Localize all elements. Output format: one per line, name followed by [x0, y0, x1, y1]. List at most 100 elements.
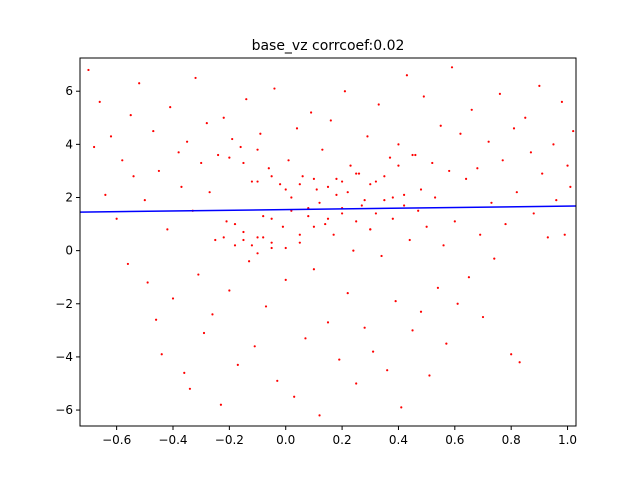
- data-point: [383, 199, 386, 202]
- data-point: [402, 204, 406, 207]
- data-point: [281, 225, 285, 228]
- data-point: [504, 222, 507, 226]
- data-point: [481, 315, 485, 319]
- data-point: [219, 403, 223, 406]
- data-point: [211, 313, 214, 316]
- data-point: [278, 183, 282, 186]
- data-point: [524, 116, 527, 119]
- y-tick-label: 0: [65, 244, 73, 258]
- data-point: [563, 233, 566, 236]
- data-point: [422, 95, 425, 98]
- data-point: [169, 106, 172, 109]
- data-point: [397, 164, 400, 167]
- data-point: [270, 175, 273, 178]
- data-point: [262, 236, 265, 239]
- data-point: [143, 199, 146, 202]
- data-point: [411, 329, 414, 332]
- data-point: [200, 161, 203, 165]
- data-point: [202, 331, 206, 335]
- data-point: [242, 161, 245, 165]
- data-point: [270, 241, 273, 244]
- data-point: [98, 100, 101, 103]
- data-point: [250, 180, 254, 183]
- data-point: [374, 212, 378, 215]
- data-point: [293, 395, 296, 398]
- data-point: [498, 92, 502, 95]
- data-point: [284, 278, 287, 281]
- data-point: [253, 345, 256, 348]
- data-point: [295, 127, 299, 130]
- data-point: [360, 204, 363, 207]
- data-point: [402, 193, 406, 196]
- data-point: [290, 196, 293, 199]
- y-axis: −6 −4 −2 0 2 4 6: [55, 84, 80, 417]
- data-point: [352, 249, 355, 252]
- data-point: [307, 214, 310, 218]
- data-point: [276, 379, 279, 382]
- data-point: [428, 374, 431, 377]
- data-point: [298, 183, 301, 186]
- data-point: [312, 177, 316, 180]
- x-tick-label: 0.2: [333, 433, 352, 447]
- data-point: [262, 214, 265, 218]
- data-point: [245, 98, 248, 101]
- data-point: [132, 175, 135, 178]
- data-point: [180, 185, 183, 188]
- data-point: [541, 172, 544, 175]
- data-point: [152, 129, 155, 133]
- data-point: [555, 199, 558, 202]
- data-point: [154, 318, 158, 321]
- data-point: [324, 222, 327, 226]
- data-point: [256, 236, 259, 239]
- y-tick-label: 4: [65, 137, 73, 151]
- data-point: [284, 246, 287, 250]
- data-point: [87, 68, 90, 72]
- data-point: [408, 238, 411, 242]
- data-point: [357, 172, 361, 175]
- data-point: [459, 132, 462, 135]
- data-point: [157, 169, 161, 173]
- data-point: [479, 233, 482, 236]
- data-point: [183, 371, 186, 374]
- data-point: [566, 164, 569, 167]
- data-point: [380, 254, 383, 258]
- data-point: [233, 244, 237, 247]
- data-point: [538, 84, 541, 87]
- data-point: [321, 148, 324, 151]
- data-point: [414, 153, 417, 157]
- data-point: [329, 119, 332, 122]
- data-point: [467, 276, 471, 279]
- data-point: [256, 252, 259, 255]
- data-point: [431, 161, 434, 165]
- data-point: [518, 361, 521, 364]
- data-point: [301, 175, 304, 178]
- data-point: [298, 233, 301, 236]
- data-point: [129, 114, 132, 117]
- data-point: [326, 217, 330, 220]
- data-point: [216, 153, 220, 157]
- data-point: [335, 177, 338, 180]
- data-point: [510, 353, 513, 356]
- data-point: [270, 246, 273, 250]
- data-point: [121, 159, 124, 162]
- data-point: [355, 172, 358, 175]
- data-point: [442, 244, 445, 247]
- data-point: [490, 201, 493, 204]
- data-point: [287, 159, 290, 162]
- data-point: [318, 414, 321, 417]
- data-point: [228, 289, 231, 292]
- plot-area-frame: [79, 57, 577, 427]
- data-point: [309, 111, 313, 114]
- data-point: [332, 233, 335, 236]
- data-point: [371, 350, 375, 353]
- data-point: [104, 193, 107, 196]
- data-point: [264, 305, 268, 308]
- x-tick-label: −0.2: [215, 433, 244, 447]
- data-point: [436, 286, 440, 289]
- chart-title: base_vz corrcoef:0.02: [252, 38, 405, 54]
- data-point: [391, 217, 394, 220]
- data-point: [355, 382, 358, 385]
- data-point: [417, 209, 420, 212]
- data-point: [270, 217, 273, 220]
